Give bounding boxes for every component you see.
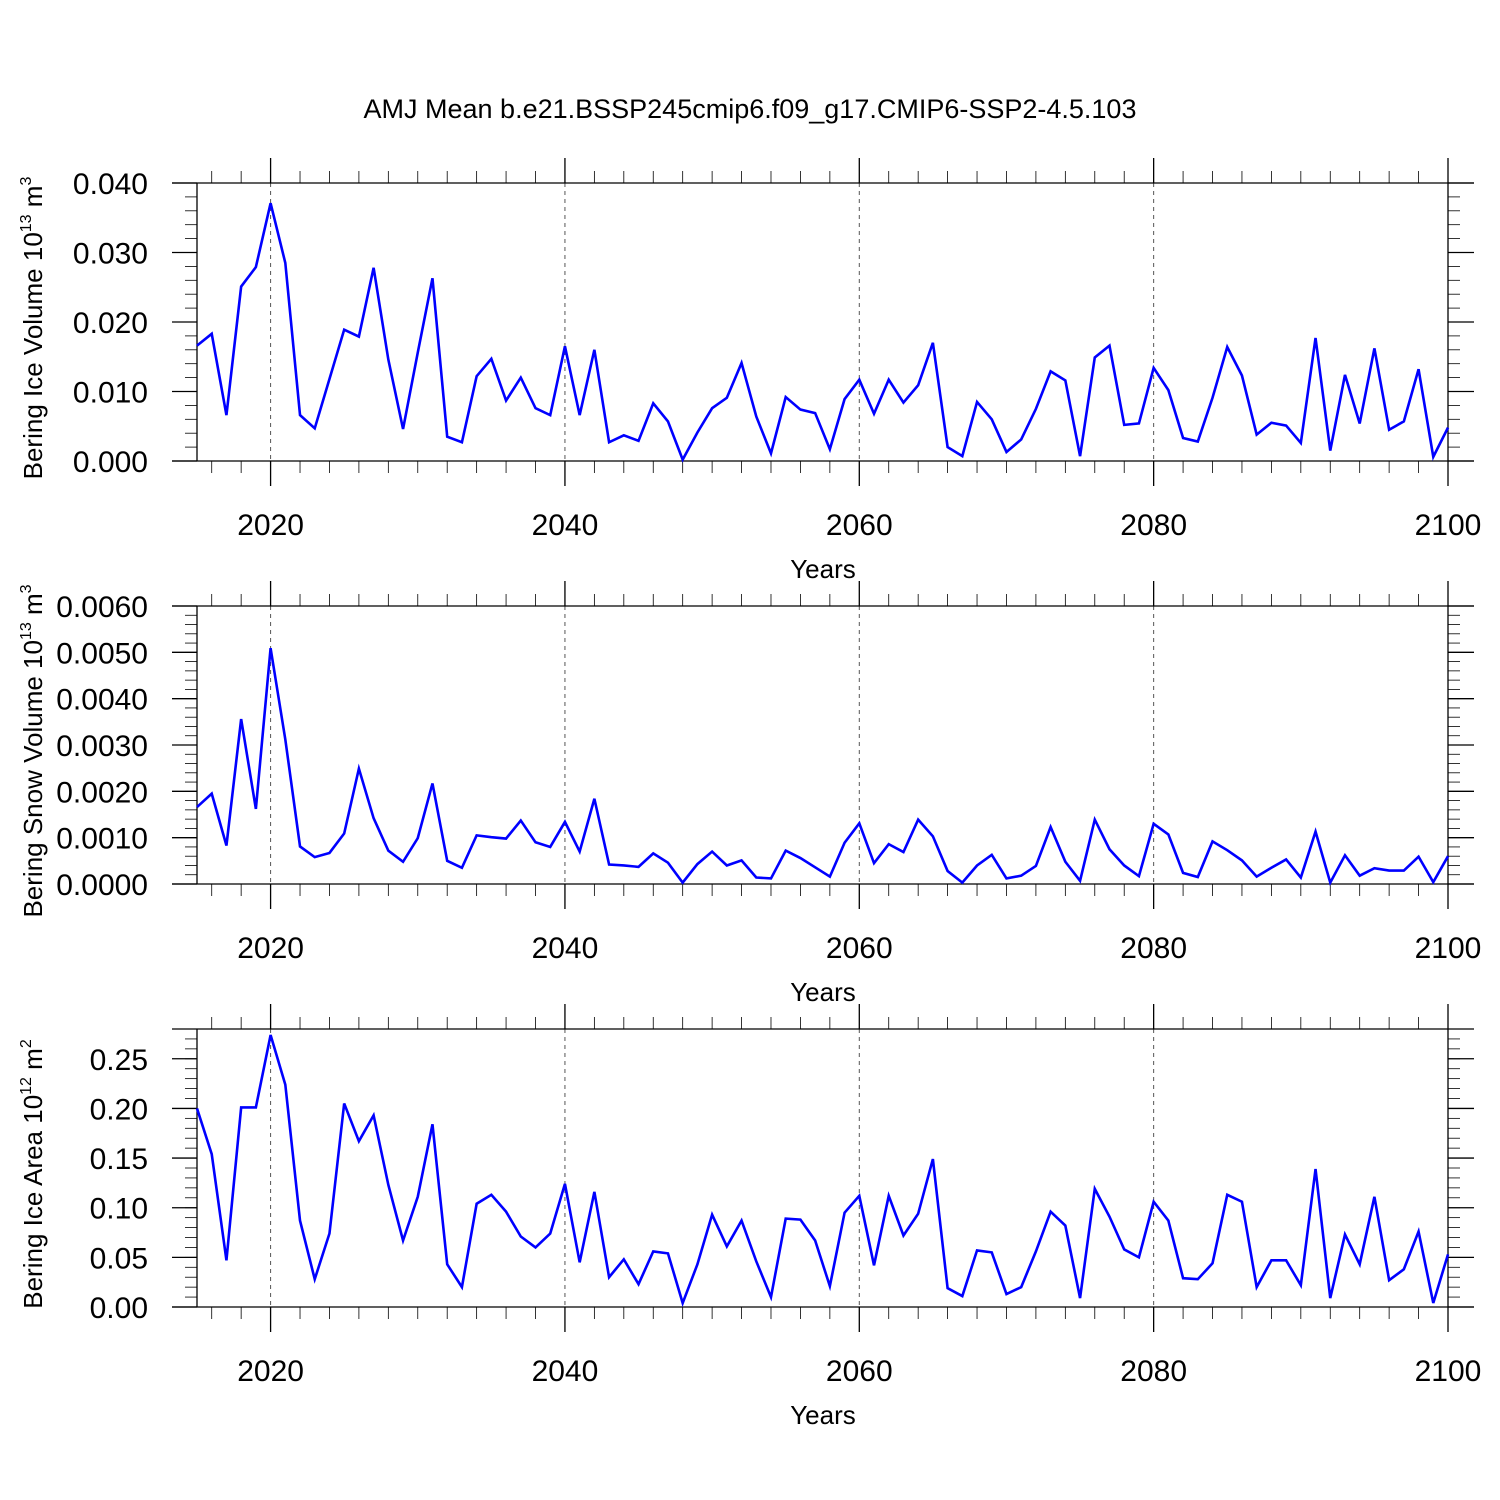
figure-title: AMJ Mean b.e21.BSSP245cmip6.f09_g17.CMIP… <box>364 94 1137 124</box>
y-tick-label: 0.040 <box>73 168 148 201</box>
x-tick-label: 2100 <box>1415 509 1482 542</box>
x-tick-label: 2060 <box>826 509 893 542</box>
x-tick-label: 2080 <box>1120 509 1187 542</box>
x-tick-label: 2020 <box>237 509 304 542</box>
x-tick-label: 2040 <box>532 509 599 542</box>
y-axis-label: Bering Ice Volume 1013 m3 <box>18 177 48 480</box>
y-tick-label: 0.0060 <box>56 591 148 624</box>
y-tick-label: 0.25 <box>90 1044 148 1077</box>
x-tick-label: 2040 <box>532 932 599 965</box>
series-line <box>196 647 1450 887</box>
chart-panel-3: 0.00 0.05 0.10 0.15 0.20 0.25 2020 2040 2060 2080… <box>18 1004 1481 1430</box>
y-tick-label: 0.010 <box>73 377 148 410</box>
y-tick-label: 0.030 <box>73 238 148 271</box>
x-tick-label: 2080 <box>1120 932 1187 965</box>
x-tick-label: 2040 <box>532 1355 599 1388</box>
y-tick-label: 0.10 <box>90 1193 148 1226</box>
x-tick-label: 2100 <box>1415 932 1482 965</box>
y-tick-label: 0.05 <box>90 1242 148 1275</box>
y-tick-label: 0.20 <box>90 1093 148 1126</box>
y-tick-label: 0.00 <box>90 1292 148 1325</box>
y-tick-label: 0.0000 <box>56 869 148 902</box>
y-tick-label: 0.000 <box>73 446 148 479</box>
series-line <box>195 1034 1450 1308</box>
y-tick-label: 0.0030 <box>56 730 148 763</box>
y-tick-label: 0.0040 <box>56 684 148 717</box>
y-tick-label: 0.020 <box>73 307 148 340</box>
x-tick-label: 2020 <box>237 1355 304 1388</box>
series-line <box>196 202 1450 463</box>
y-tick-label: 0.0020 <box>56 776 148 809</box>
x-axis-label: Years <box>790 1400 856 1430</box>
chart-panels: 0.000 0.010 0.020 0.030 0.040 2020 2040 2060 208… <box>18 158 1481 1430</box>
x-tick-label: 2100 <box>1415 1355 1482 1388</box>
x-tick-label: 2060 <box>826 932 893 965</box>
x-tick-label: 2020 <box>237 932 304 965</box>
y-axis-label: Bering Snow Volume 1013 m3 <box>18 584 48 917</box>
y-tick-label: 0.0010 <box>56 823 148 856</box>
x-axis-label: Years <box>790 977 856 1007</box>
chart-panel-1: 0.000 0.010 0.020 0.030 0.040 2020 2040 2060 208… <box>18 158 1481 584</box>
y-tick-label: 0.15 <box>90 1143 148 1176</box>
y-tick-label: 0.0050 <box>56 637 148 670</box>
chart-panel-2: 0.0000 0.0010 0.0020 0.0030 0.0040 0.0050 0.00… <box>18 581 1481 1007</box>
x-tick-label: 2080 <box>1120 1355 1187 1388</box>
y-axis-label: Bering Ice Area 1012 m2 <box>18 1039 48 1309</box>
x-axis-label: Years <box>790 554 856 584</box>
x-tick-label: 2060 <box>826 1355 893 1388</box>
